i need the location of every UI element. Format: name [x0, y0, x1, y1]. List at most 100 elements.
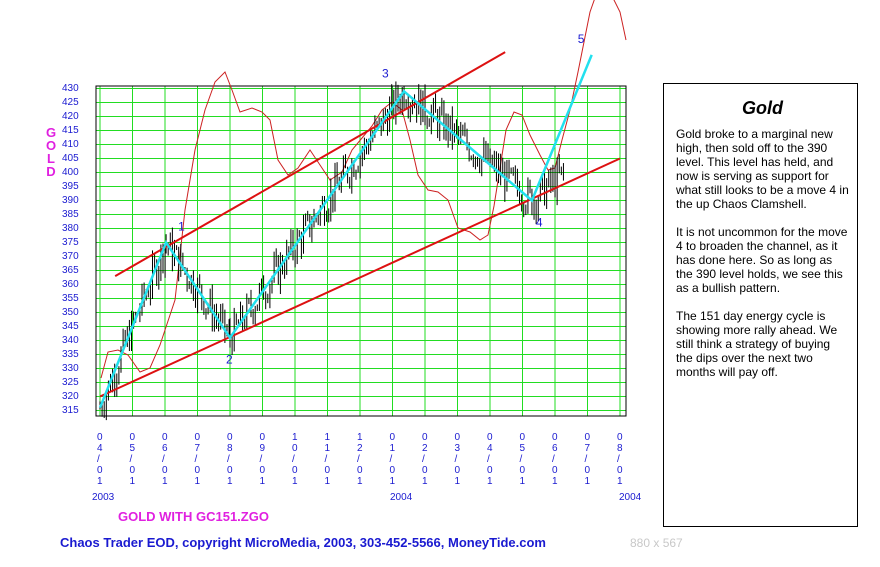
x-tick-char: 1: [357, 476, 363, 487]
x-tick-char: /: [552, 454, 555, 465]
x-tick-char: 0: [194, 432, 201, 443]
chart-footer-label: GOLD WITH GC151.ZGO: [118, 509, 269, 524]
y-tick-label: 400: [62, 166, 79, 178]
commentary-paragraph: Gold broke to a marginal new high, then …: [676, 127, 849, 211]
commentary-title: Gold: [742, 98, 783, 118]
y-tick-label: 330: [62, 362, 79, 374]
x-tick-char: 1: [129, 476, 136, 487]
x-tick-char: 8: [227, 443, 233, 454]
x-year-label: 2004: [390, 492, 413, 503]
x-tick-char: 0: [584, 432, 591, 443]
wave-labels: 1 2 3 4 5: [178, 32, 585, 367]
x-tick-char: /: [389, 454, 393, 465]
x-tick-char: /: [617, 454, 620, 465]
x-tick-char: /: [227, 454, 230, 465]
y-tick-label: 395: [62, 180, 79, 192]
x-tick-char: 0: [162, 465, 168, 476]
x-tick-char: /: [454, 454, 458, 465]
y-tick-label: 325: [62, 376, 79, 388]
x-tick-char: 0: [519, 432, 526, 443]
x-tick-char: 7: [194, 443, 201, 454]
x-tick-char: 0: [487, 432, 493, 443]
x-tick-char: 1: [357, 432, 363, 443]
wave-label: 5: [578, 32, 585, 46]
x-year-label: 2004: [619, 492, 642, 503]
y-tick-label: 410: [62, 138, 79, 150]
y-tick-label: 415: [62, 124, 79, 136]
x-tick-char: 0: [227, 465, 233, 476]
x-tick-char: /: [519, 454, 523, 465]
y-tick-label: 385: [62, 208, 79, 220]
x-tick-char: 8: [617, 443, 623, 454]
x-tick-char: 0: [454, 432, 461, 443]
y-tick-label: 375: [62, 236, 79, 248]
x-tick-char: 0: [129, 465, 136, 476]
x-tick-char: 0: [617, 432, 623, 443]
y-axis-label-char: D: [46, 164, 56, 179]
x-tick-char: /: [324, 454, 328, 465]
x-tick-char: 4: [487, 443, 493, 454]
x-tick-char: 7: [584, 443, 591, 454]
plot-frame: [95, 85, 627, 417]
x-tick-char: 0: [259, 465, 266, 476]
x-tick-char: 0: [292, 443, 298, 454]
wave-lines: [98, 54, 593, 409]
x-tick-char: 0: [422, 432, 428, 443]
y-tick-label: 370: [62, 250, 79, 262]
x-tick-char: 3: [454, 443, 461, 454]
x-tick-char: 0: [97, 432, 103, 443]
x-tick-char: 1: [292, 432, 298, 443]
y-tick-label: 335: [62, 348, 79, 360]
y-tick-label: 365: [62, 264, 79, 276]
y-tick-label: 320: [62, 390, 79, 402]
x-tick-char: 0: [389, 465, 396, 476]
y-tick-label: 380: [62, 222, 79, 234]
y-tick-label: 420: [62, 110, 79, 122]
x-tick-char: 1: [552, 476, 558, 487]
x-tick-char: 5: [129, 443, 136, 454]
x-tick-char: 0: [552, 465, 558, 476]
x-tick-char: /: [162, 454, 165, 465]
x-tick-char: 5: [519, 443, 526, 454]
wave-polyline: [98, 54, 593, 409]
x-tick-char: 0: [519, 465, 526, 476]
x-tick-char: 0: [162, 432, 168, 443]
x-tick-char: /: [259, 454, 263, 465]
x-tick-char: /: [422, 454, 425, 465]
x-tick-char: 1: [487, 476, 493, 487]
y-tick-label: 425: [62, 96, 79, 108]
x-tick-char: 0: [584, 465, 591, 476]
y-tick-label: 350: [62, 306, 79, 318]
y-tick-label: 405: [62, 152, 79, 164]
x-tick-char: 1: [292, 476, 298, 487]
x-tick-char: 6: [552, 443, 558, 454]
x-tick-char: 1: [389, 476, 396, 487]
x-tick-char: /: [584, 454, 588, 465]
x-tick-char: /: [129, 454, 133, 465]
wave-label: 1: [178, 220, 185, 234]
y-tick-label: 390: [62, 194, 79, 206]
x-tick-char: 0: [552, 432, 558, 443]
x-tick-char: 1: [227, 476, 233, 487]
x-tick-char: 0: [324, 465, 331, 476]
y-tick-label: 355: [62, 292, 79, 304]
x-tick-char: 1: [194, 476, 201, 487]
x-tick-char: 0: [292, 465, 298, 476]
x-tick-char: 1: [324, 432, 331, 443]
chart-grid: [96, 86, 626, 416]
x-tick-char: 1: [584, 476, 591, 487]
wave-label: 4: [536, 216, 543, 230]
x-tick-char: 6: [162, 443, 168, 454]
x-tick-char: 0: [422, 465, 428, 476]
x-tick-char: 0: [617, 465, 623, 476]
x-tick-char: 1: [97, 476, 103, 487]
x-tick-char: 0: [259, 432, 266, 443]
copyright-footer: Chaos Trader EOD, copyright MicroMedia, …: [60, 535, 546, 550]
y-axis-label-char: O: [45, 138, 57, 153]
y-tick-label: 315: [62, 404, 79, 416]
commentary-paragraph: It is not uncommon for the move 4 to bro…: [676, 225, 848, 295]
x-tick-char: 1: [259, 476, 266, 487]
x-year-label: 2003: [92, 492, 115, 503]
x-tick-char: 1: [422, 476, 428, 487]
